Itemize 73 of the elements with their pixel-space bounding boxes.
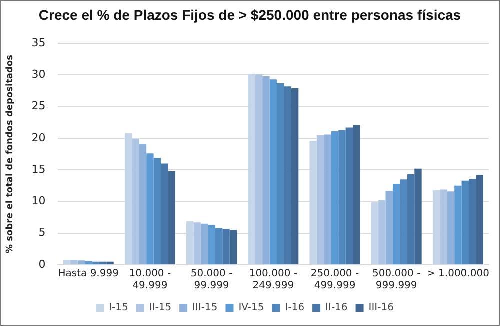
bar	[99, 262, 107, 264]
x-tick-label: 250.000 - 499.999	[310, 268, 360, 292]
bar	[392, 184, 400, 264]
bar	[230, 230, 238, 264]
bar	[414, 168, 422, 264]
bar	[255, 74, 263, 264]
y-tick-label: 30	[32, 68, 46, 82]
bar	[186, 221, 194, 264]
y-tick-label: 10	[32, 194, 46, 208]
bar	[200, 224, 208, 264]
bar	[84, 261, 92, 264]
bar	[331, 132, 339, 264]
bar	[440, 190, 448, 264]
y-tick-label: 0	[38, 258, 46, 271]
bar	[386, 190, 393, 264]
bar	[291, 88, 299, 264]
bar	[124, 133, 132, 264]
legend-label: I-16	[285, 302, 305, 314]
bar	[92, 262, 100, 264]
y-tick-label: 5	[38, 226, 46, 240]
bar	[63, 260, 71, 264]
bar	[208, 225, 216, 264]
bar	[476, 175, 484, 264]
bar	[70, 260, 78, 264]
bar	[222, 228, 230, 264]
bar	[161, 164, 168, 264]
y-axis-title: % sobre el total de fondos depositados	[6, 55, 16, 254]
y-tick-label: 15	[32, 162, 46, 176]
legend-label: II-15	[149, 302, 172, 314]
bar	[139, 144, 147, 264]
bar	[215, 228, 223, 264]
bar	[378, 200, 386, 264]
x-tick-label: 100.000 - 249.999	[249, 268, 298, 292]
bar	[154, 158, 162, 264]
bar	[106, 262, 114, 264]
bar	[277, 83, 284, 264]
y-tick-label: 25	[32, 100, 46, 113]
bar	[400, 180, 408, 264]
chart-title: Crece el % de Plazos Fijos de > $250.000 entre personas físicas	[38, 7, 462, 23]
bar	[469, 178, 476, 264]
bar	[262, 76, 270, 264]
y-tick-label: 35	[32, 36, 46, 50]
bar	[407, 174, 415, 264]
legend-label: I-15	[109, 302, 128, 314]
x-tick-label: 10.000 - 49.999	[129, 268, 172, 292]
bar	[194, 222, 201, 264]
bar	[432, 190, 440, 264]
bar	[146, 154, 154, 264]
bar	[346, 128, 354, 264]
bar	[454, 186, 462, 264]
bar	[78, 260, 85, 264]
bar	[462, 180, 470, 264]
bar	[270, 80, 278, 264]
bar	[248, 74, 256, 264]
legend-label: III-16	[368, 302, 394, 314]
legend-label: II-16	[326, 302, 348, 314]
bar	[324, 134, 332, 264]
bar	[338, 130, 346, 264]
y-tick-label: 20	[32, 131, 46, 144]
x-tick-label: > 1.000.000	[426, 268, 490, 280]
bar	[353, 125, 360, 264]
bar	[284, 86, 292, 264]
x-tick-label: Hasta 9.999	[58, 268, 119, 280]
bar	[447, 192, 455, 264]
bar	[310, 141, 317, 264]
bar	[132, 139, 140, 264]
legend-label: III-15	[192, 302, 218, 314]
legend-label: IV-15	[238, 302, 264, 314]
x-tick-label: 50.000 - 99.999	[190, 268, 234, 292]
bar	[371, 202, 379, 264]
bar	[316, 135, 324, 264]
bar	[168, 171, 176, 264]
x-tick-label: 500.000 - 999.999	[372, 268, 422, 292]
